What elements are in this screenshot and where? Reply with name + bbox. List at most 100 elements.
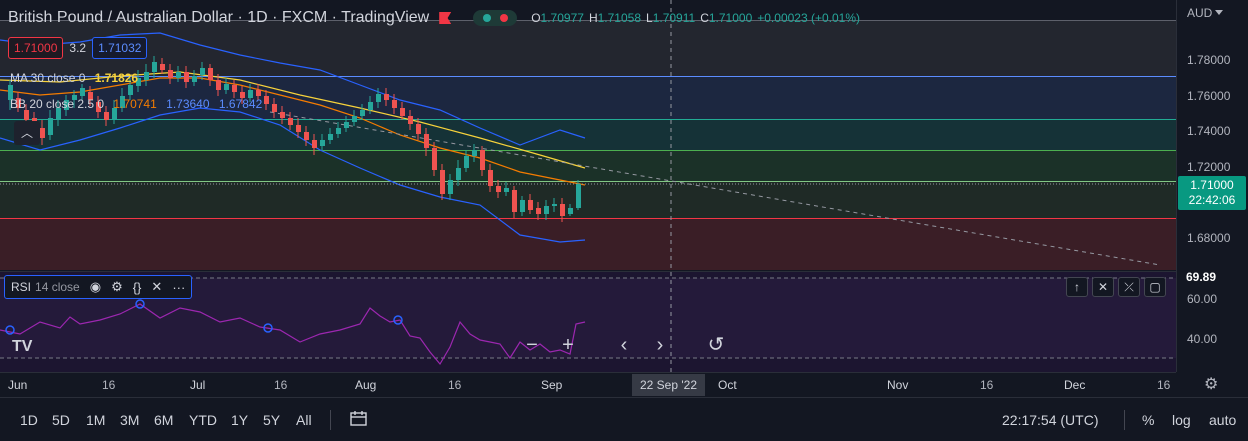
candle-body <box>104 112 109 120</box>
last-price-label: 1.71000 22:42:06 <box>1178 176 1246 210</box>
candle-body <box>16 98 21 108</box>
gear-icon[interactable]: ⚙ <box>1204 376 1219 393</box>
rsi-band-background <box>0 278 1176 358</box>
candle-body <box>344 122 349 128</box>
rsi-divergence-marker <box>393 315 403 325</box>
close-label: C <box>700 11 709 25</box>
percent-toggle[interactable]: % <box>1142 412 1155 428</box>
range-5y-button[interactable]: 5Y <box>263 412 281 428</box>
expand-icon[interactable]: ⤫ <box>1118 277 1140 297</box>
scroll-right-icon[interactable]: › <box>656 334 664 356</box>
change-value: +0.00023 (+0.01%) <box>757 11 860 25</box>
price-tick: 1.72000 <box>1187 160 1231 174</box>
rsi-study-name[interactable]: RSI <box>11 280 32 294</box>
candle-body <box>544 206 549 214</box>
close-icon[interactable]: ✕ <box>151 279 163 294</box>
candle-body <box>520 200 525 212</box>
candle-body <box>416 124 421 134</box>
candle-body <box>296 125 301 132</box>
range-all-button[interactable]: All <box>296 412 312 428</box>
bb-study-name[interactable]: BB 20 close 2.5 0 <box>10 97 105 111</box>
fib-band-3 <box>0 119 1176 150</box>
flag-icon[interactable] <box>439 12 452 24</box>
range-ytd-button[interactable]: YTD <box>189 412 217 428</box>
range-1m-button[interactable]: 1M <box>86 412 106 428</box>
time-tick: 16 <box>102 378 116 392</box>
maximize-icon[interactable]: ▢ <box>1144 277 1166 297</box>
eye-icon[interactable]: ◉ <box>89 279 102 294</box>
zoom-out-icon[interactable]: − <box>526 334 538 356</box>
last-price-value: 1.71000 <box>1190 178 1234 192</box>
high-label: H <box>588 11 598 25</box>
candle-body <box>408 116 413 124</box>
fib-level-line <box>0 76 1176 77</box>
candle-body <box>576 184 581 208</box>
divider <box>1124 410 1125 430</box>
range-6m-button[interactable]: 6M <box>154 412 174 428</box>
zoom-in-icon[interactable]: + <box>562 334 574 356</box>
clock-timezone[interactable]: 22:17:54 (UTC) <box>1002 412 1099 428</box>
candle-body <box>168 70 173 78</box>
candle-body <box>328 134 333 140</box>
ma-line <box>0 71 586 169</box>
range-3m-button[interactable]: 3M <box>120 412 140 428</box>
bid-ask-row: 1.71000 3.2 1.71032 <box>8 37 148 59</box>
candle-body <box>56 108 61 120</box>
scroll-left-icon[interactable]: ‹ <box>620 334 628 356</box>
candle-body <box>120 96 125 108</box>
candle-body <box>216 80 221 90</box>
log-toggle[interactable]: log <box>1172 412 1191 428</box>
close-value: 1.71000 <box>708 11 753 25</box>
time-axis[interactable]: Jun 16 Jul 16 Aug 16 Sep Oct Nov 16 Dec … <box>0 372 1176 396</box>
ma-study-legend[interactable]: MA 30 close 0 1.71826 <box>10 71 144 85</box>
candle-body <box>424 134 429 148</box>
symbol-title[interactable]: British Pound / Australian Dollar · 1D ·… <box>8 9 430 26</box>
rsi-divergence-marker <box>263 323 273 333</box>
candle-body <box>288 118 293 125</box>
reset-icon[interactable]: ↺ <box>707 334 725 356</box>
time-tick: Nov <box>887 378 909 392</box>
market-status-badge[interactable] <box>473 10 518 26</box>
candle-body <box>128 85 133 95</box>
braces-icon[interactable]: {} <box>132 279 142 295</box>
candle-body <box>504 188 509 192</box>
currency-label[interactable]: AUD <box>1187 6 1213 20</box>
candle-body <box>248 90 253 98</box>
candle-body <box>336 128 341 134</box>
chevron-down-icon[interactable] <box>1215 10 1223 15</box>
arrow-up-icon[interactable]: ↑ <box>1066 277 1088 297</box>
price-tick: 1.78000 <box>1187 53 1231 67</box>
fib-level-line <box>0 218 1176 219</box>
time-tick: 16 <box>980 378 994 392</box>
buy-button[interactable]: 1.71032 <box>92 37 148 59</box>
candle-body <box>112 108 117 120</box>
chevron-up-icon[interactable]: ︿ <box>14 121 40 145</box>
rsi-line <box>0 303 586 366</box>
ma-study-name[interactable]: MA 30 close 0 <box>10 71 86 85</box>
main-chart-pane[interactable]: British Pound / Australian Dollar · 1D ·… <box>0 0 1176 270</box>
candle-body <box>64 100 69 110</box>
rsi-legend[interactable]: RSI 14 close ◉ ⚙ {} ✕ ··· <box>4 275 193 299</box>
range-5d-button[interactable]: 5D <box>52 412 70 428</box>
candle-body <box>496 186 501 192</box>
calendar-icon[interactable] <box>349 410 369 428</box>
tradingview-logo-icon[interactable]: TV <box>12 338 33 355</box>
gear-icon[interactable]: ⚙ <box>111 279 123 294</box>
market-closed-dot-icon <box>499 14 508 22</box>
fib-level-line <box>0 20 1176 21</box>
symbol-legend[interactable]: British Pound / Australian Dollar · 1D ·… <box>8 7 860 29</box>
rsi-divergence-marker <box>5 325 15 335</box>
time-tick: Jun <box>8 378 28 392</box>
candle-body <box>536 208 541 214</box>
candle-body <box>272 104 277 112</box>
range-1y-button[interactable]: 1Y <box>231 412 249 428</box>
rsi-pane[interactable]: RSI 14 close ◉ ⚙ {} ✕ ··· ↑ ✕ ⤫ ▢ TV <box>0 271 1176 372</box>
auto-toggle[interactable]: auto <box>1209 412 1237 428</box>
bb-study-legend[interactable]: BB 20 close 2.5 0 1.70741 1.73640 1.6784… <box>10 97 268 111</box>
collapse-icon[interactable]: ✕ <box>1092 277 1114 297</box>
more-icon[interactable]: ··· <box>172 279 186 295</box>
sell-button[interactable]: 1.71000 <box>8 37 64 59</box>
candle-body <box>528 200 533 210</box>
bb-basis-value: 1.70741 <box>113 97 157 111</box>
range-1d-button[interactable]: 1D <box>20 412 38 428</box>
